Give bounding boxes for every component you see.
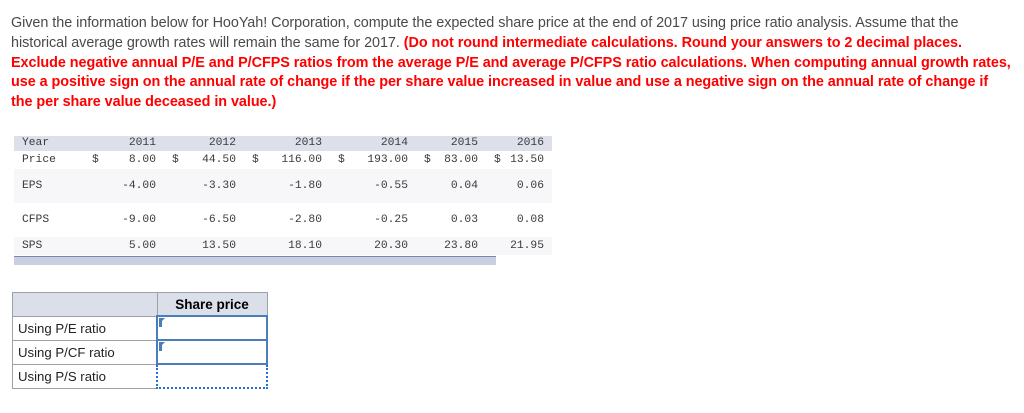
row-label-price: Price [14,151,84,169]
table-row: SPS 5.00 13.50 18.10 20.30 23.80 21.95 [14,237,552,255]
cell-cfps-2014: -0.25 [330,203,416,237]
cell-value: 116.00 [281,154,322,166]
cell-cfps-2015: 0.03 [416,203,486,237]
answer-input-pe[interactable] [158,317,266,339]
data-table: Year 2011 2012 2013 2014 2015 2016 Price… [14,136,552,255]
financial-data-table: Year 2011 2012 2013 2014 2015 2016 Price… [14,136,552,265]
answer-row-pcf: Using P/CF ratio [12,339,268,365]
column-header-2012: 2012 [164,136,244,151]
answer-header-row: Share price [12,292,268,317]
cell-price-2011: $8.00 [84,151,164,169]
answer-table-head: Share price [12,292,268,317]
cell-eps-2011: -4.00 [84,169,164,203]
question-text-plain: Given the information below for HooYah! … [11,15,959,51]
cell-value: 13.50 [510,154,544,166]
currency-symbol: $ [172,154,179,166]
cell-corner-triangle-icon [159,318,165,324]
data-table-body: Price $8.00 $44.50 $116.00 $193.00 $83.0… [14,151,552,255]
answer-label-pe-ratio: Using P/E ratio [12,315,158,341]
cell-cfps-2016: 0.08 [486,203,552,237]
cell-price-2016: $13.50 [486,151,552,169]
answer-table-body: Using P/E ratio Using P/CF ratio Using P… [12,315,268,389]
answer-input-pcf[interactable] [158,341,266,363]
cell-price-2013: $116.00 [244,151,330,169]
cell-eps-2014: -0.55 [330,169,416,203]
cell-value: 8.00 [128,154,156,166]
cell-sps-2012: 13.50 [164,237,244,255]
answer-input-ps[interactable] [158,365,266,387]
answer-row-pe: Using P/E ratio [12,315,268,341]
cell-sps-2016: 21.95 [486,237,552,255]
cell-value: 83.00 [444,154,478,166]
currency-symbol: $ [494,154,501,166]
cell-sps-2011: 5.00 [84,237,164,255]
data-table-footer-bar [14,256,496,265]
answer-corner-cell [12,292,158,317]
cell-eps-2016: 0.06 [486,169,552,203]
answer-label-ps-ratio: Using P/S ratio [12,363,158,389]
answer-row-ps: Using P/S ratio [12,363,268,389]
question-prompt: Given the information below for HooYah! … [11,14,1011,113]
answer-column-header: Share price [156,292,268,317]
cell-sps-2015: 23.80 [416,237,486,255]
cell-sps-2013: 18.10 [244,237,330,255]
row-label-sps: SPS [14,237,84,255]
cell-eps-2012: -3.30 [164,169,244,203]
currency-symbol: $ [252,154,259,166]
cell-price-2015: $83.00 [416,151,486,169]
cell-value: 193.00 [367,154,408,166]
cell-eps-2015: 0.04 [416,169,486,203]
cell-value: 44.50 [202,154,236,166]
answer-input-cell-ps[interactable] [156,363,268,389]
currency-symbol: $ [338,154,345,166]
column-header-2011: 2011 [84,136,164,151]
table-row: CFPS -9.00 -6.50 -2.80 -0.25 0.03 0.08 [14,203,552,237]
column-header-2016: 2016 [486,136,552,151]
row-label-eps: EPS [14,169,84,203]
question-text-emphasis: (Do not round intermediate calculations.… [11,34,1011,111]
cell-price-2014: $193.00 [330,151,416,169]
table-row: Price $8.00 $44.50 $116.00 $193.00 $83.0… [14,151,552,169]
answer-input-cell-pe[interactable] [156,315,268,341]
row-label-cfps: CFPS [14,203,84,237]
cell-corner-triangle-icon [159,342,165,348]
cell-cfps-2013: -2.80 [244,203,330,237]
currency-symbol: $ [92,154,99,166]
cell-cfps-2012: -6.50 [164,203,244,237]
column-header-2014: 2014 [330,136,416,151]
answer-table: Share price Using P/E ratio Using P/CF r… [12,292,268,389]
column-header-2013: 2013 [244,136,330,151]
data-table-header-row: Year 2011 2012 2013 2014 2015 2016 [14,136,552,151]
table-row: EPS -4.00 -3.30 -1.80 -0.55 0.04 0.06 [14,169,552,203]
column-header-year: Year [14,136,84,151]
currency-symbol: $ [424,154,431,166]
cell-sps-2014: 20.30 [330,237,416,255]
data-table-head: Year 2011 2012 2013 2014 2015 2016 [14,136,552,151]
answer-entry-table: Share price Using P/E ratio Using P/CF r… [12,292,268,389]
answer-input-cell-pcf[interactable] [156,339,268,365]
answer-label-pcf-ratio: Using P/CF ratio [12,339,158,365]
column-header-2015: 2015 [416,136,486,151]
cell-eps-2013: -1.80 [244,169,330,203]
cell-cfps-2011: -9.00 [84,203,164,237]
cell-price-2012: $44.50 [164,151,244,169]
